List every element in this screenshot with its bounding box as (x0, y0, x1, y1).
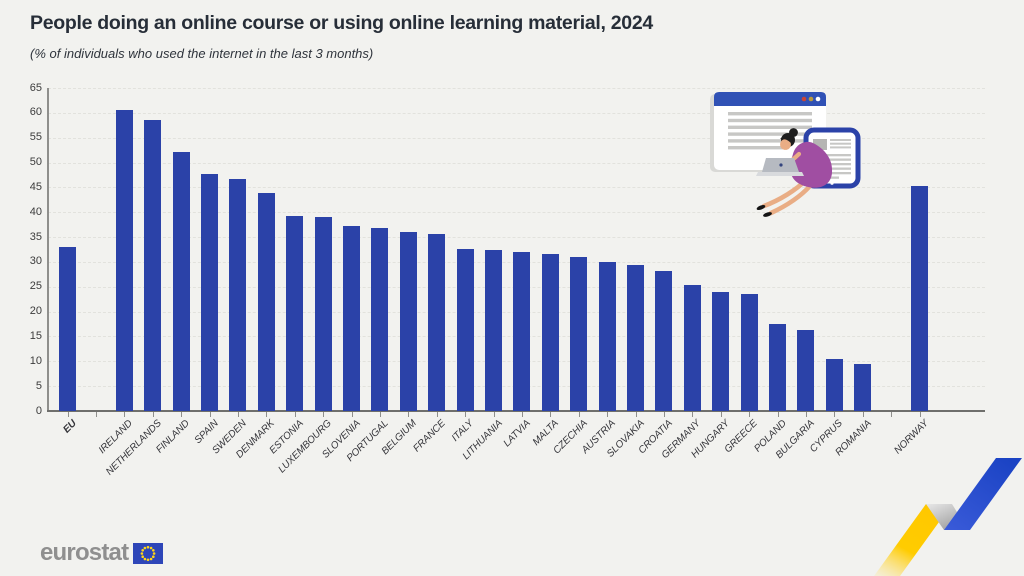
bar-poland (769, 323, 786, 411)
bar-slovakia (627, 264, 644, 411)
online-learning-illustration (710, 92, 861, 217)
x-axis-tick (209, 412, 211, 417)
x-axis-tick (95, 412, 97, 417)
bar-finland (172, 151, 190, 411)
x-axis-tick (550, 412, 552, 417)
page-title: People doing an online course or using o… (30, 12, 653, 34)
window-dot-yellow-icon (808, 96, 814, 102)
bar-slovenia (343, 225, 360, 411)
x-axis-tick (124, 412, 126, 417)
bar-bulgaria (797, 330, 815, 411)
gridline (48, 237, 985, 239)
bar-estonia (286, 215, 304, 411)
y-axis (47, 88, 49, 411)
bar-sweden (229, 179, 247, 411)
x-axis-tick (607, 412, 609, 417)
y-axis-tick-label: 40 (29, 205, 42, 218)
x-axis-tick (578, 412, 580, 417)
x-axis-tick (181, 412, 183, 417)
woman-with-laptop-icon (756, 128, 833, 217)
bar-cyprus (825, 358, 843, 411)
x-axis-tick (152, 412, 154, 417)
bar-lithuania (485, 250, 502, 411)
x-axis-tick (408, 412, 410, 417)
y-axis-tick-label: 10 (29, 354, 42, 367)
bar-latvia (513, 251, 531, 411)
gridline (48, 88, 985, 89)
x-axis-tick (720, 412, 722, 417)
eurostat-logo: eurostat (40, 539, 164, 566)
bar-eu (59, 247, 76, 411)
window-dot-white-icon (815, 96, 821, 102)
x-axis (47, 410, 985, 412)
bar-malta (541, 253, 559, 411)
x-axis-tick (635, 412, 637, 417)
x-axis-tick (891, 412, 893, 417)
bar-france (428, 233, 446, 411)
y-axis-tick-label: 0 (35, 404, 42, 417)
bar-luxembourg (314, 216, 332, 411)
page-subtitle: (% of individuals who used the internet … (30, 46, 374, 61)
y-axis-tick-label: 35 (29, 230, 42, 243)
y-axis-tick-label: 60 (29, 106, 42, 119)
eu-flag-icon (133, 542, 164, 564)
bar-croatia (655, 270, 673, 411)
bar-italy (456, 249, 474, 411)
x-axis-tick (493, 412, 495, 417)
bar-hungary (712, 292, 730, 411)
gridline (48, 162, 985, 164)
bar-ireland (115, 109, 133, 411)
x-axis-tick (266, 412, 268, 417)
x-axis-tick (919, 412, 921, 417)
tablet-home-button-icon (830, 181, 834, 185)
bar-germany (683, 285, 701, 411)
gridline (48, 212, 985, 214)
x-axis-tick (237, 412, 239, 417)
gridline (48, 137, 985, 139)
x-axis-tick (351, 412, 353, 417)
eurostat-logo-text: eurostat (40, 539, 129, 566)
bar-austria (598, 262, 616, 411)
x-axis-tick (692, 412, 694, 417)
bar-belgium (399, 232, 417, 411)
x-axis-tick (777, 412, 779, 417)
x-axis-tick (323, 412, 325, 417)
y-axis-tick-label: 50 (29, 156, 42, 169)
x-axis-tick (521, 412, 523, 417)
bar-netherlands (144, 119, 162, 411)
y-axis-tick-label: 45 (29, 180, 42, 193)
x-axis-tick (379, 412, 381, 417)
bar-denmark (257, 193, 275, 411)
x-axis-tick (834, 412, 836, 417)
y-axis-tick-label: 20 (29, 305, 42, 318)
bar-norway (911, 185, 928, 411)
gridline (48, 187, 985, 189)
y-axis-tick-label: 5 (35, 379, 42, 392)
x-axis-tick (436, 412, 438, 417)
bar-spain (201, 174, 218, 411)
window-dot-red-icon (801, 96, 807, 102)
zigzag-ribbon-icon (874, 458, 1022, 576)
gridline (48, 112, 985, 114)
x-axis-tick (749, 412, 751, 417)
y-axis-tick-label: 25 (29, 280, 42, 293)
y-axis-tick-label: 65 (29, 81, 42, 94)
x-axis-tick (862, 412, 864, 417)
y-axis-tick-label: 55 (29, 131, 42, 144)
y-axis-tick-label: 30 (29, 255, 42, 268)
y-axis-tick-label: 15 (29, 329, 42, 342)
bar-czechia (570, 256, 588, 411)
bar-greece (740, 293, 758, 411)
x-axis-tick (294, 412, 296, 417)
x-axis-tick (465, 412, 467, 417)
x-axis-tick (805, 412, 807, 417)
bar-portugal (371, 228, 389, 411)
bar-romania (854, 364, 872, 411)
x-axis-tick (67, 412, 69, 417)
x-axis-tick (663, 412, 665, 417)
